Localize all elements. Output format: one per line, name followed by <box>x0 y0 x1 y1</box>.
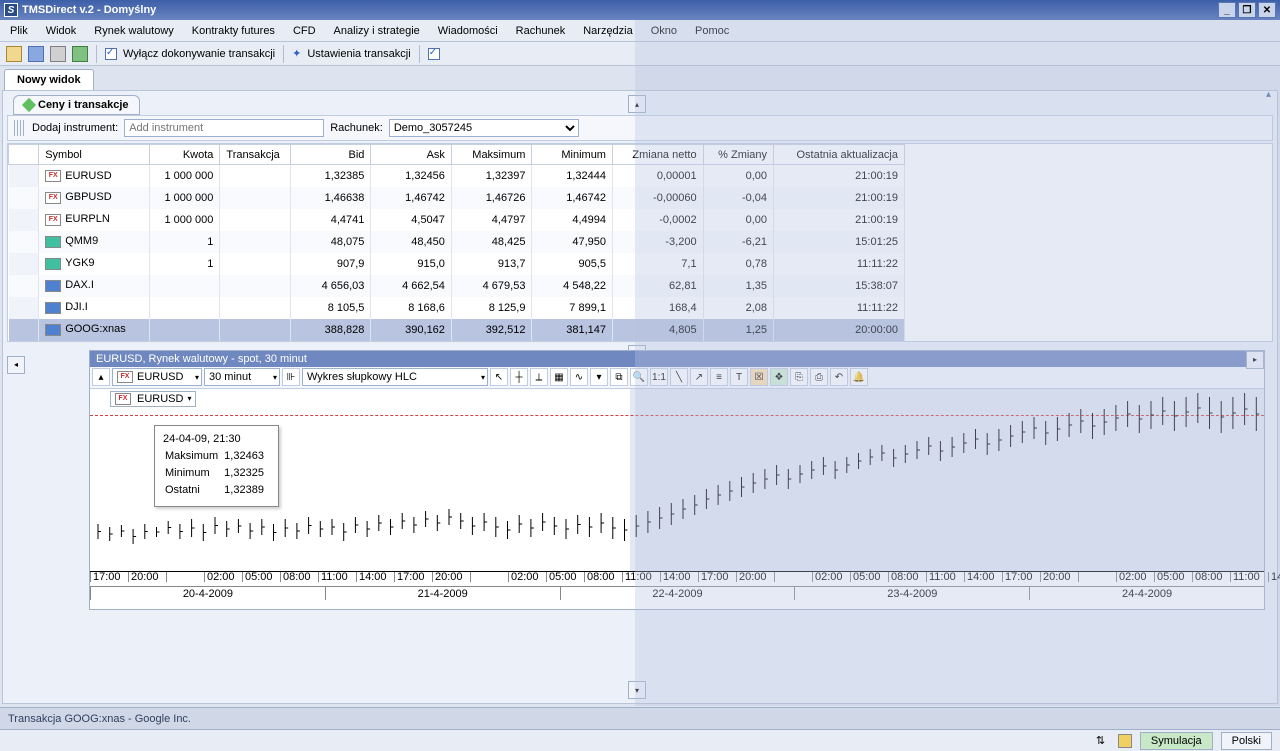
undo-tool[interactable]: ↶ <box>830 368 848 386</box>
restore-button[interactable]: ❐ <box>1238 2 1256 18</box>
chart-opt-a[interactable]: ☒ <box>750 368 768 386</box>
add-instrument-label: Dodaj instrument: <box>32 122 118 134</box>
chart-opt-b[interactable]: ❖ <box>770 368 788 386</box>
paste-tool[interactable]: ⎙ <box>810 368 828 386</box>
simulation-badge[interactable]: Symulacja <box>1140 732 1213 750</box>
text-tool[interactable]: T <box>730 368 748 386</box>
trend-tool[interactable]: ↗ <box>690 368 708 386</box>
status-bar-bottom: ⇅ Symulacja Polski <box>0 729 1280 751</box>
menu-wiadomości[interactable]: Wiadomości <box>438 25 498 37</box>
dropdown-tool[interactable]: ▾ <box>590 368 608 386</box>
chart-title: EURUSD, Rynek walutowy - spot, 30 minut <box>90 351 1264 367</box>
table-row[interactable]: YGK91907,9915,0913,7905,57,10,7811:11:22 <box>9 253 905 275</box>
diamond-icon <box>22 98 36 112</box>
filter-bar: Dodaj instrument: Rachunek: Demo_3057245 <box>7 115 1273 141</box>
app-icon: S <box>4 3 18 17</box>
menu-bar: Plik Widok Rynek walutowy Kontrakty futures… <box>0 20 1280 42</box>
prices-tab-label: Ceny i transakcje <box>38 99 129 111</box>
settings-icon[interactable]: ✦ <box>292 47 301 60</box>
alert-tool[interactable]: 🔔 <box>850 368 868 386</box>
main-toolbar: Wyłącz dokonywanie transakcji ✦ Ustawien… <box>0 42 1280 66</box>
chart-type-combo[interactable]: Wykres słupkowy HLC <box>302 368 488 386</box>
menu-narzędzia[interactable]: Narzędzia <box>583 25 633 37</box>
language-button[interactable]: Polski <box>1221 732 1272 750</box>
table-row[interactable]: DJI.I8 105,58 168,68 125,97 899,1168,42,… <box>9 297 905 319</box>
fib-tool[interactable]: ≡ <box>710 368 728 386</box>
menu-rachunek[interactable]: Rachunek <box>516 25 566 37</box>
tx-settings-label: Ustawienia transakcji <box>307 48 410 60</box>
status-bar: Transakcja GOOG:xnas - Google Inc. <box>0 707 1280 729</box>
chart-type-icon[interactable]: ⊪ <box>282 368 300 386</box>
table-row[interactable]: DAX.I4 656,034 662,544 679,534 548,2262,… <box>9 275 905 297</box>
chart-collapse-left[interactable]: ◂ <box>7 356 25 374</box>
chart-canvas[interactable]: FXEURUSD▾ 24-04-09, 21:30 Maksimum1,3246… <box>90 389 1264 571</box>
print-icon[interactable] <box>50 46 66 62</box>
table-row[interactable]: GOOG:xnas388,828390,162392,512381,1474,8… <box>9 319 905 341</box>
menu-plik[interactable]: Plik <box>10 25 28 37</box>
minimize-button[interactable]: _ <box>1218 2 1236 18</box>
zoom-tool[interactable]: 🔍 <box>630 368 648 386</box>
copy-tool[interactable]: ⎘ <box>790 368 808 386</box>
chart-tooltip: 24-04-09, 21:30 Maksimum1,32463 Minimum1… <box>154 425 279 507</box>
window-title: TMSDirect v.2 - Domyślny <box>22 4 156 16</box>
chart-toolbar: ▴ FXEURUSD 30 minut ⊪ Wykres słupkowy HL… <box>90 367 1264 389</box>
scale-tool[interactable]: 1:1 <box>650 368 668 386</box>
splitter-up[interactable]: ▴ <box>628 95 646 113</box>
menu-analizy i strategie[interactable]: Analizy i strategie <box>334 25 420 37</box>
table-row[interactable]: FXEURUSD1 000 0001,323851,324561,323971,… <box>9 165 905 187</box>
close-button[interactable]: ✕ <box>1258 2 1276 18</box>
prices-table: SymbolKwotaTransakcjaBidAskMaksimumMinim… <box>8 144 905 341</box>
save-icon[interactable] <box>28 46 44 62</box>
add-instrument-input[interactable] <box>124 119 324 137</box>
disable-tx-label: Wyłącz dokonywanie transakcji <box>123 48 275 60</box>
line-tool[interactable]: ╲ <box>670 368 688 386</box>
chart-panel: ▸ EURUSD, Rynek walutowy - spot, 30 minu… <box>89 350 1265 610</box>
workspace-tab[interactable]: Nowy widok <box>4 69 94 90</box>
table-row[interactable]: FXEURPLN1 000 0004,47414,50474,47974,499… <box>9 209 905 231</box>
account-label: Rachunek: <box>330 122 383 134</box>
gripper-icon[interactable] <box>14 120 26 136</box>
menu-okno[interactable]: Okno <box>651 25 677 37</box>
menu-kontrakty futures[interactable]: Kontrakty futures <box>192 25 275 37</box>
menu-pomoc[interactable]: Pomoc <box>695 25 729 37</box>
chart-symbol-combo[interactable]: FXEURUSD <box>112 368 202 386</box>
workspace-tabstrip: Nowy widok <box>0 66 1280 90</box>
open-icon[interactable] <box>6 46 22 62</box>
tx-settings-checkbox[interactable] <box>428 48 440 60</box>
menu-rynek walutowy[interactable]: Rynek walutowy <box>94 25 173 37</box>
window-titlebar: S TMSDirect v.2 - Domyślny _ ❐ ✕ <box>0 0 1280 20</box>
collapse-icon[interactable]: ▴ <box>1266 89 1271 100</box>
table-row[interactable]: QMM9148,07548,45048,42547,950-3,200-6,21… <box>9 231 905 253</box>
splitter-down[interactable]: ▾ <box>628 681 646 699</box>
crosshair-tool[interactable]: ┼ <box>510 368 528 386</box>
chart-time-axis: 17:0020:0002:0005:0008:0011:0014:0017:00… <box>90 571 1264 609</box>
refresh-icon[interactable] <box>72 46 88 62</box>
connection-icon: ⇅ <box>1096 734 1110 748</box>
layers-tool[interactable]: ⧉ <box>610 368 628 386</box>
menu-cfd[interactable]: CFD <box>293 25 316 37</box>
grid-tool[interactable]: ▦ <box>550 368 568 386</box>
lock-icon <box>1118 734 1132 748</box>
menu-widok[interactable]: Widok <box>46 25 77 37</box>
chart-collapse-right[interactable]: ▸ <box>1246 351 1264 369</box>
chart-up-button[interactable]: ▴ <box>92 368 110 386</box>
disable-tx-checkbox[interactable] <box>105 48 117 60</box>
ruler-tool[interactable]: ⟂ <box>530 368 548 386</box>
indicator-tool[interactable]: ∿ <box>570 368 588 386</box>
account-select[interactable]: Demo_3057245 <box>389 119 579 137</box>
table-row[interactable]: FXGBPUSD1 000 0001,466381,467421,467261,… <box>9 187 905 209</box>
pointer-tool[interactable]: ↖ <box>490 368 508 386</box>
status-text: Transakcja GOOG:xnas - Google Inc. <box>8 713 191 725</box>
chart-interval-combo[interactable]: 30 minut <box>204 368 280 386</box>
prices-tab[interactable]: Ceny i transakcje <box>13 95 140 115</box>
